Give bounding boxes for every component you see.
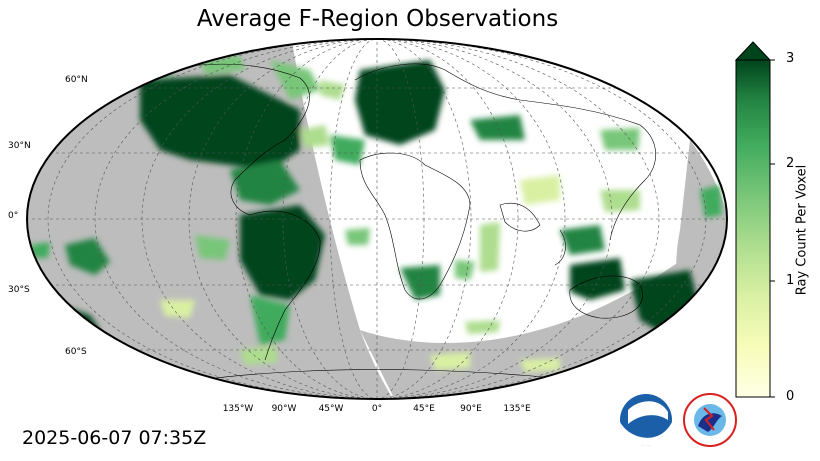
lat-label-60n: 60°N	[65, 75, 88, 85]
lat-label-30n: 30°N	[8, 141, 31, 151]
colorbar	[734, 41, 775, 398]
nws-logo	[683, 393, 737, 447]
globe-body	[27, 39, 727, 399]
colorbar-tick-1: 1	[786, 273, 795, 288]
coastlines	[149, 63, 656, 386]
colorbar-tick-3: 3	[786, 51, 795, 66]
lat-label-30s: 30°S	[8, 285, 30, 295]
lon-label-45e: 45°E	[413, 404, 435, 414]
lon-label-135w: 135°W	[222, 404, 254, 414]
colorbar-extend-arrow	[734, 41, 772, 61]
map-title: Average F-Region Observations	[196, 6, 559, 32]
lat-label-0: 0°	[8, 211, 19, 221]
colorbar-tick-2: 2	[786, 156, 795, 171]
colorbar-tick-0: 0	[786, 389, 795, 404]
lon-label-45w: 45°W	[318, 404, 344, 414]
night-shade-west	[27, 39, 400, 399]
noaa-logo: NOAA	[620, 394, 672, 446]
lon-label-90w: 90°W	[271, 404, 297, 414]
globe-outline	[26, 38, 728, 400]
lat-label-60s: 60°S	[65, 347, 87, 357]
timestamp: 2025-06-07 07:35Z	[22, 427, 207, 449]
lon-label-90e: 90°E	[460, 404, 482, 414]
lon-label-0: 0°	[371, 404, 383, 414]
lon-label-135e: 135°E	[503, 404, 531, 414]
colorbar-label: Ray Count Per Voxel	[794, 164, 810, 296]
noaa-logo-text: NOAA	[635, 405, 658, 414]
